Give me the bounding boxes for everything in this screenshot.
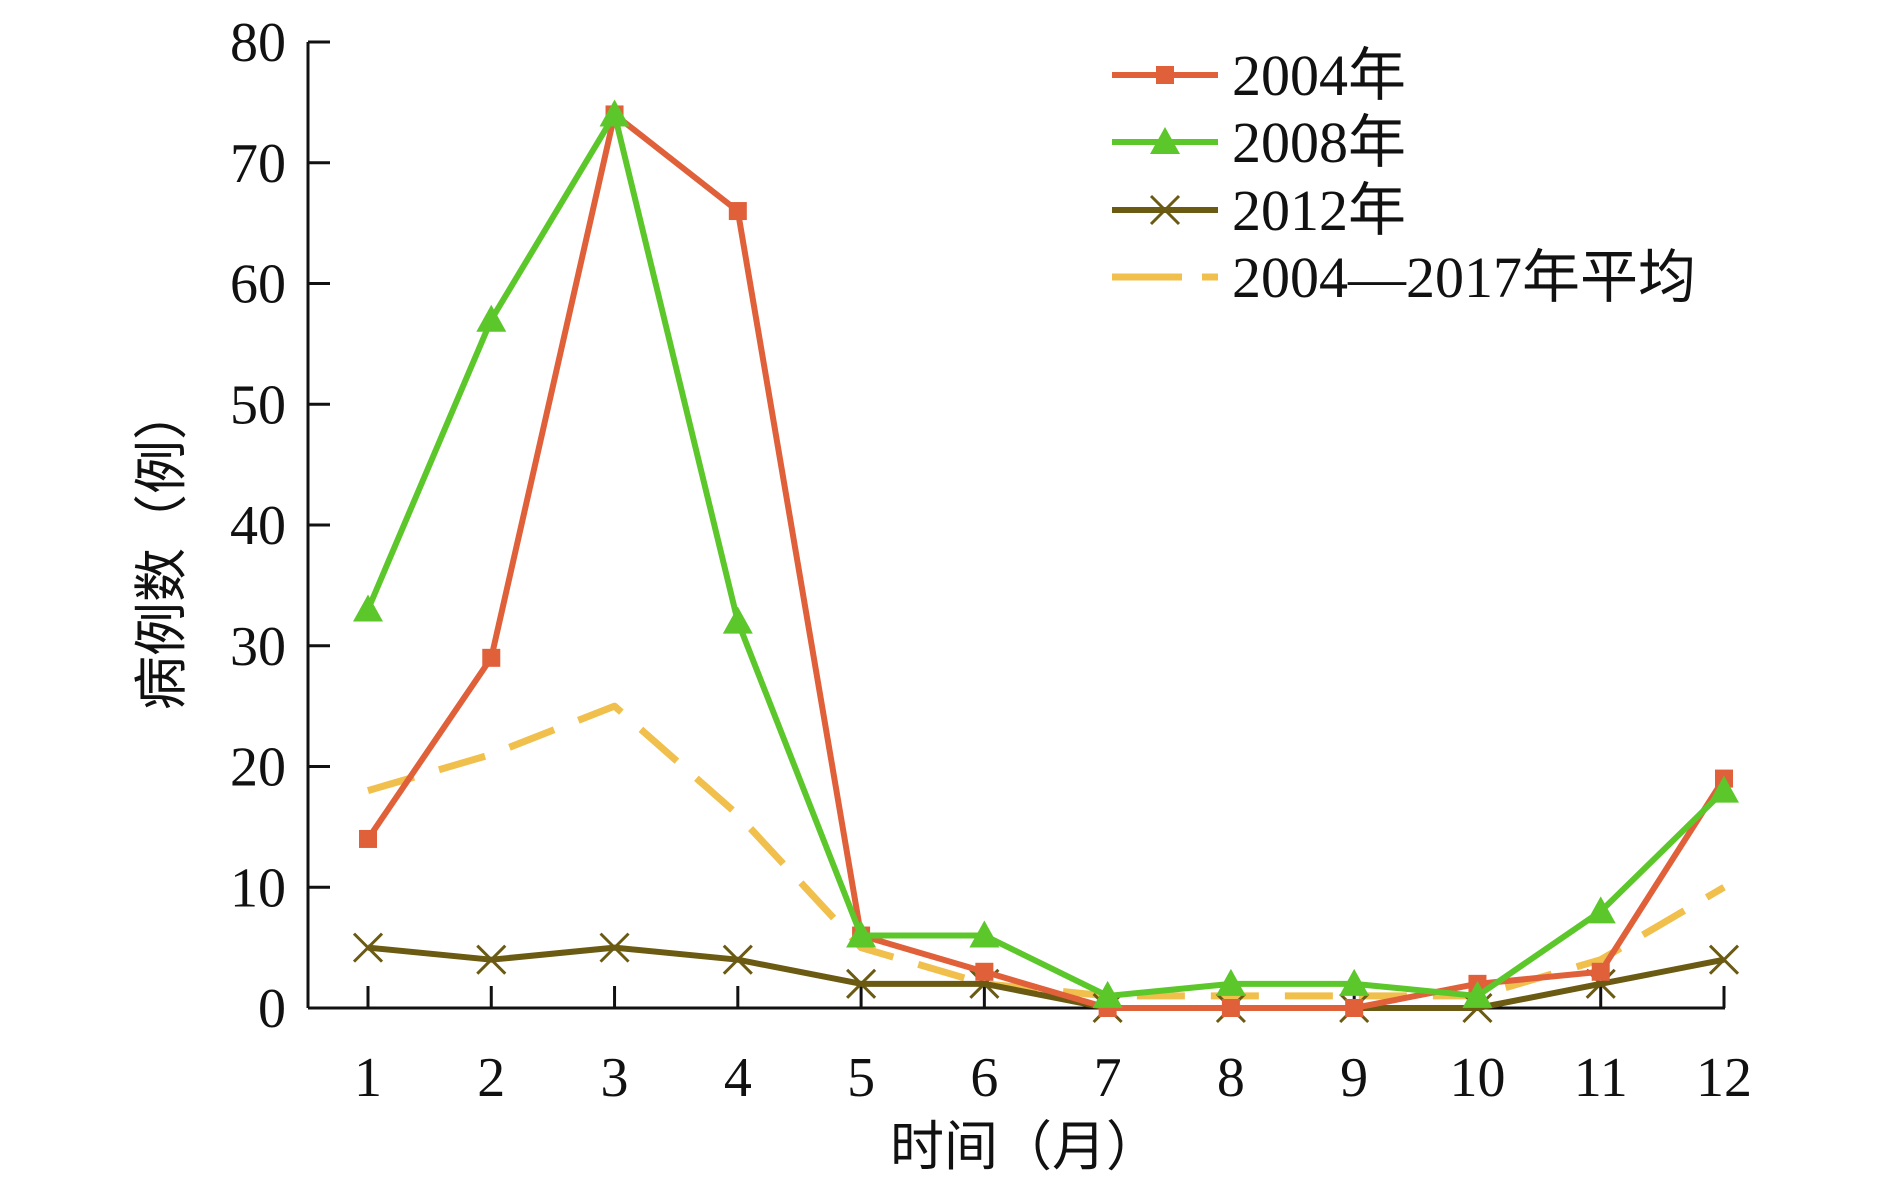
y-tick-label: 40 — [230, 495, 286, 557]
marker-stroke — [352, 932, 384, 963]
legend-item-0: 2004年 — [1112, 43, 1406, 108]
marker-stroke — [846, 968, 877, 999]
data-point — [1215, 968, 1246, 996]
x-tick-label: 2 — [477, 1047, 505, 1109]
data-point — [482, 648, 501, 667]
x-tick-label: 1 — [354, 1047, 382, 1109]
data-point — [353, 594, 383, 622]
legend-item-1: 2008年 — [1112, 110, 1406, 175]
legend-item-2: 2012年 — [1112, 178, 1406, 243]
x-tick-label: 5 — [847, 1047, 875, 1109]
data-point — [1462, 980, 1493, 1008]
data-point — [1221, 999, 1240, 1017]
x-tick-label: 10 — [1449, 1047, 1505, 1109]
series-2 — [352, 932, 1740, 1024]
x-axis-title: 时间（月） — [890, 1117, 1160, 1177]
x-tick-label: 4 — [724, 1047, 752, 1109]
series-line — [365, 111, 1727, 999]
legend-label: 2004—2017年平均 — [1232, 245, 1696, 310]
data-point — [352, 932, 384, 963]
marker-stroke — [1149, 194, 1181, 226]
series-lines — [352, 99, 1740, 1024]
series-line — [367, 702, 1726, 1000]
data-point — [1585, 896, 1616, 924]
y-axis-title: 病例数（例） — [132, 386, 192, 710]
marker-stroke — [1708, 944, 1740, 975]
legend-marker — [1149, 194, 1181, 226]
data-point — [722, 944, 753, 975]
legend-label: 2012年 — [1232, 178, 1406, 243]
data-point — [359, 829, 377, 848]
y-tick-label: 80 — [230, 12, 286, 74]
series-1 — [353, 99, 1739, 1008]
data-point — [476, 944, 507, 975]
data-point — [599, 99, 630, 127]
data-point — [599, 932, 630, 963]
y-tick-label: 70 — [230, 133, 286, 195]
marker-stroke — [722, 944, 753, 975]
y-tick-label: 0 — [258, 978, 286, 1040]
y-tick-label: 20 — [230, 737, 286, 799]
y-tick-label: 30 — [230, 616, 286, 678]
x-tick-label: 6 — [970, 1047, 998, 1109]
legend-item-3: 2004—2017年平均 — [1112, 245, 1696, 310]
series-0 — [359, 105, 1733, 1017]
data-point — [476, 304, 507, 332]
data-point — [846, 968, 877, 999]
legend-marker — [1156, 66, 1174, 84]
data-point — [728, 202, 747, 221]
series-line — [367, 944, 1725, 1011]
data-point — [846, 920, 877, 948]
data-point — [722, 606, 753, 634]
marker-stroke — [599, 932, 630, 963]
marker-stroke — [476, 944, 507, 975]
x-tick-label: 3 — [601, 1047, 629, 1109]
data-point — [975, 962, 994, 981]
legend-label: 2004年 — [1232, 43, 1406, 108]
x-tick-label: 11 — [1574, 1047, 1628, 1109]
data-point — [1708, 944, 1740, 975]
y-tick-label: 60 — [230, 254, 286, 316]
x-tick-label: 8 — [1217, 1047, 1245, 1109]
legend-marker — [1150, 127, 1180, 154]
y-tick-label: 50 — [230, 374, 286, 436]
series-3 — [367, 702, 1726, 1000]
data-point — [1345, 999, 1364, 1017]
data-point — [1092, 980, 1123, 1008]
data-point — [1339, 968, 1370, 996]
data-point — [969, 920, 1000, 948]
data-point — [1591, 962, 1610, 981]
x-tick-label: 9 — [1340, 1047, 1368, 1109]
data-point — [1709, 775, 1739, 803]
marker-stroke — [1585, 968, 1616, 999]
x-tick-label: 7 — [1094, 1047, 1122, 1109]
legend-label: 2008年 — [1232, 110, 1406, 175]
y-tick-label: 10 — [230, 857, 286, 919]
x-tick-label: 12 — [1696, 1047, 1752, 1109]
